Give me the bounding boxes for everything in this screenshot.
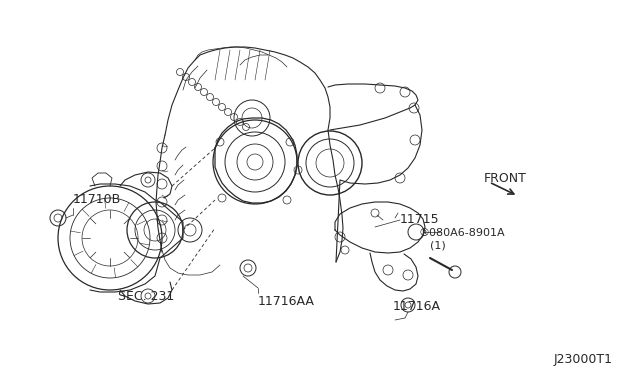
Text: FRONT: FRONT [484, 172, 527, 185]
Text: 11716A: 11716A [393, 300, 441, 313]
Text: ®080A6-8901A: ®080A6-8901A [418, 228, 504, 238]
Text: 11716AA: 11716AA [258, 295, 315, 308]
Text: (1): (1) [430, 241, 445, 251]
Text: SEC. 231: SEC. 231 [118, 290, 174, 303]
Text: J23000T1: J23000T1 [554, 353, 613, 366]
Text: 11715: 11715 [400, 213, 440, 226]
Text: 11710B: 11710B [73, 193, 121, 206]
